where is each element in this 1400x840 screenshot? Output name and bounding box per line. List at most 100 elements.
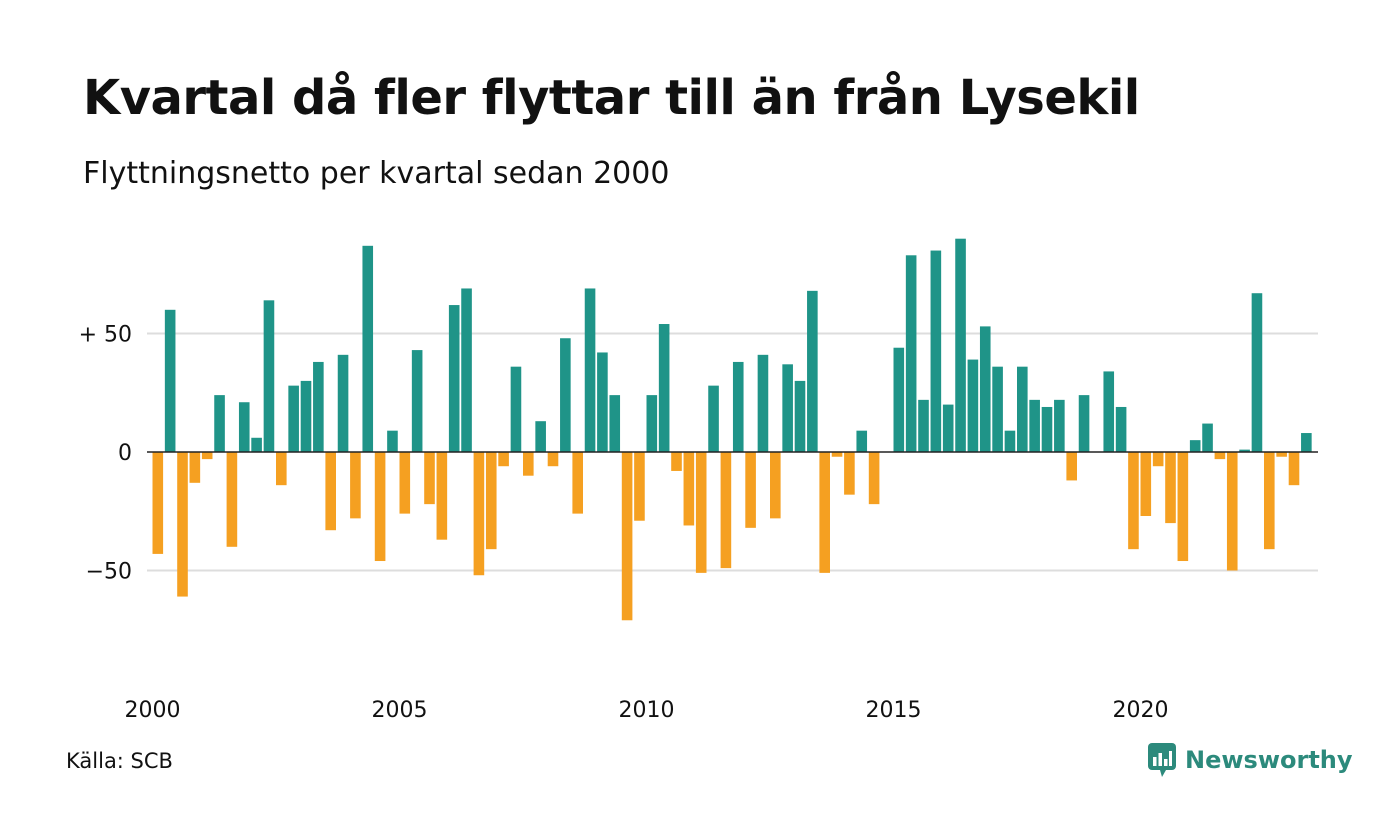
bar — [1078, 395, 1090, 452]
y-tick-label: + 50 — [79, 323, 132, 348]
bar — [918, 399, 929, 452]
bar — [1115, 406, 1127, 452]
bar — [634, 452, 645, 521]
x-tick-label: 2010 — [619, 698, 675, 723]
bar — [1251, 293, 1263, 452]
bar — [1214, 452, 1226, 460]
bar — [819, 452, 830, 573]
bar — [1017, 366, 1028, 452]
bar — [1202, 423, 1213, 452]
bar — [695, 452, 707, 573]
bar — [350, 452, 361, 519]
brand-name: Newsworthy — [1185, 746, 1353, 774]
bar — [263, 300, 275, 452]
chart-title: Kvartal då fler flyttar till än från Lys… — [83, 70, 1140, 126]
bar — [658, 324, 670, 452]
bar — [831, 452, 843, 457]
bar — [732, 361, 744, 452]
bar — [1066, 452, 1077, 481]
bar — [560, 338, 571, 452]
bar — [1301, 433, 1312, 452]
bar — [238, 402, 250, 452]
bar — [523, 452, 534, 476]
bar — [387, 430, 398, 452]
bar — [794, 380, 806, 452]
bar — [1288, 452, 1300, 486]
brand-logo: Newsworthy — [1147, 742, 1353, 778]
bar — [1226, 452, 1238, 571]
bar — [905, 255, 917, 452]
bar — [745, 452, 756, 528]
bar — [782, 364, 793, 452]
bar — [362, 245, 374, 452]
bar — [337, 354, 349, 452]
bar — [214, 395, 225, 452]
bar — [757, 354, 769, 452]
bar — [424, 452, 435, 505]
bar — [510, 366, 522, 452]
chart-subtitle: Flyttningsnetto per kvartal sedan 2000 — [83, 156, 670, 191]
bar — [708, 385, 719, 452]
bar — [152, 452, 164, 554]
bar — [189, 452, 201, 483]
bar — [1189, 440, 1201, 452]
bar — [1276, 452, 1287, 457]
y-tick-label: −50 — [86, 560, 132, 585]
bar — [1165, 452, 1176, 524]
bar — [1004, 430, 1016, 452]
x-tick-label: 2000 — [125, 698, 181, 723]
x-tick-label: 2015 — [866, 698, 922, 723]
bar — [251, 437, 262, 452]
bar — [226, 452, 238, 547]
bar — [201, 452, 213, 460]
bar — [770, 452, 781, 519]
bar — [572, 452, 583, 514]
bar — [473, 452, 485, 576]
bar — [411, 350, 423, 452]
bar — [535, 421, 546, 452]
x-tick-label: 2005 — [372, 698, 428, 723]
bar — [597, 352, 608, 452]
bar — [177, 452, 188, 597]
bar — [1264, 452, 1275, 550]
bar — [1029, 399, 1040, 452]
bar — [374, 452, 386, 562]
bar — [547, 452, 559, 467]
bar — [856, 430, 868, 452]
bar — [1054, 399, 1065, 452]
bar — [979, 326, 991, 452]
bar — [1239, 449, 1250, 452]
bar — [807, 290, 818, 452]
bar — [164, 309, 176, 452]
bar — [1177, 452, 1189, 562]
bar — [399, 452, 411, 514]
bar — [288, 385, 299, 452]
bar — [300, 380, 312, 452]
bar — [720, 452, 732, 569]
bar — [621, 452, 633, 621]
bar — [942, 404, 954, 452]
bar — [1128, 452, 1139, 550]
bar — [1140, 452, 1152, 516]
bar — [485, 452, 497, 550]
bar — [276, 452, 287, 486]
bar — [461, 288, 472, 452]
bar — [1103, 371, 1115, 452]
bar — [436, 452, 448, 540]
bar — [967, 359, 979, 452]
y-tick-label: 0 — [118, 441, 132, 466]
bar — [992, 366, 1003, 452]
bar — [930, 250, 942, 452]
source-label: Källa: SCB — [66, 749, 173, 773]
bar — [609, 395, 621, 452]
bar — [646, 395, 658, 452]
bar — [1041, 406, 1053, 452]
bar — [313, 361, 324, 452]
bar — [683, 452, 695, 526]
bar — [844, 452, 855, 495]
bar — [868, 452, 880, 505]
bar — [893, 347, 905, 452]
bar — [584, 288, 596, 452]
bar — [671, 452, 682, 471]
bar — [1152, 452, 1164, 467]
